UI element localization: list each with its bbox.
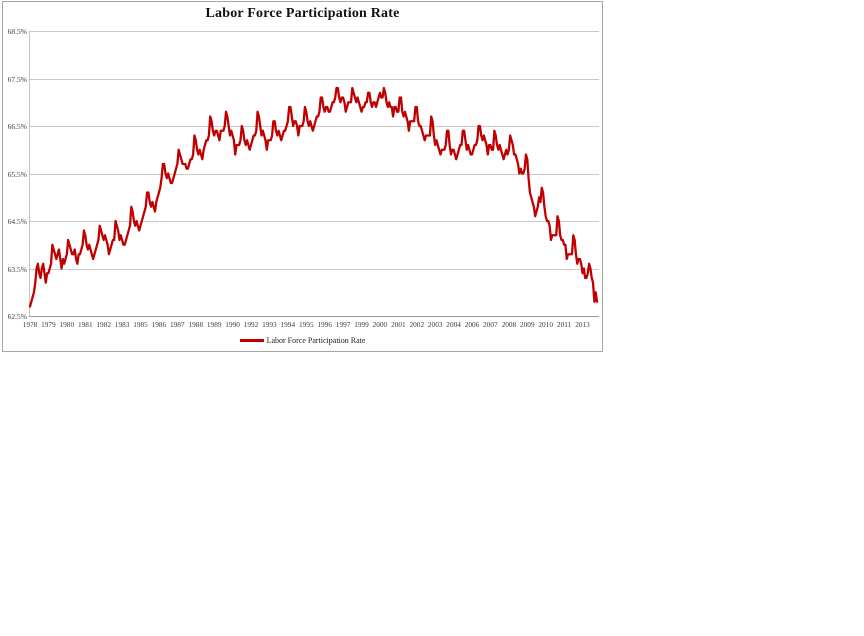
svg-text:1988: 1988 <box>189 320 204 329</box>
svg-text:1981: 1981 <box>78 320 93 329</box>
svg-text:1995: 1995 <box>299 320 314 329</box>
x-axis-labels: 1978 1979 1980 1981 1982 1983 1985 1986 1987 1988… <box>23 320 590 329</box>
svg-text:1992: 1992 <box>244 320 259 329</box>
svg-text:63.5%: 63.5% <box>8 265 27 274</box>
chart-legend: Labor Force Participation Rate <box>3 336 602 345</box>
svg-text:2011: 2011 <box>557 320 572 329</box>
line-chart-plot-area: 62.5%63.5%64.5%65.5%66.5%67.5%68.5%1978 1… <box>8 27 599 329</box>
chart-frame: Labor Force Participation Rate 62.5% 63.5… <box>2 1 603 352</box>
svg-text:64.5%: 64.5% <box>8 217 27 226</box>
gridlines <box>29 31 599 317</box>
legend-label: Labor Force Participation Rate <box>266 336 366 345</box>
svg-text:1980: 1980 <box>60 320 75 329</box>
svg-text:1994: 1994 <box>281 320 296 329</box>
svg-text:2009: 2009 <box>520 320 535 329</box>
svg-text:1990: 1990 <box>225 320 240 329</box>
svg-text:1999: 1999 <box>354 320 369 329</box>
svg-text:1978: 1978 <box>23 320 38 329</box>
svg-text:2008: 2008 <box>502 320 517 329</box>
svg-text:2007: 2007 <box>483 320 498 329</box>
svg-text:2001: 2001 <box>391 320 406 329</box>
svg-text:2013: 2013 <box>575 320 590 329</box>
legend-line-swatch-icon <box>239 339 264 342</box>
svg-text:1997: 1997 <box>336 320 351 329</box>
svg-text:1989: 1989 <box>207 320 222 329</box>
svg-text:2010: 2010 <box>538 320 553 329</box>
svg-text:2000: 2000 <box>373 320 388 329</box>
svg-text:2006: 2006 <box>465 320 480 329</box>
svg-text:2003: 2003 <box>428 320 443 329</box>
svg-text:1986: 1986 <box>152 320 167 329</box>
svg-text:1979: 1979 <box>41 320 56 329</box>
chart-title: Labor Force Participation Rate <box>205 6 400 21</box>
svg-text:62.5%: 62.5% <box>8 312 27 321</box>
svg-text:1985: 1985 <box>133 320 148 329</box>
svg-text:68.5%: 68.5% <box>8 27 27 36</box>
svg-text:1996: 1996 <box>317 320 332 329</box>
svg-text:1987: 1987 <box>170 320 185 329</box>
svg-text:65.5%: 65.5% <box>8 170 27 179</box>
svg-text:67.5%: 67.5% <box>8 75 27 84</box>
svg-text:2004: 2004 <box>446 320 461 329</box>
series-line-labor-force-participation-rate <box>28 86 599 308</box>
y-axis-labels: 62.5% 63.5% 64.5% 65.5% 66.5% 67.5% 68.5% <box>8 27 27 321</box>
svg-text:1982: 1982 <box>96 320 111 329</box>
svg-text:66.5%: 66.5% <box>8 122 27 131</box>
svg-text:2002: 2002 <box>410 320 425 329</box>
svg-text:1993: 1993 <box>262 320 277 329</box>
svg-text:1983: 1983 <box>115 320 130 329</box>
